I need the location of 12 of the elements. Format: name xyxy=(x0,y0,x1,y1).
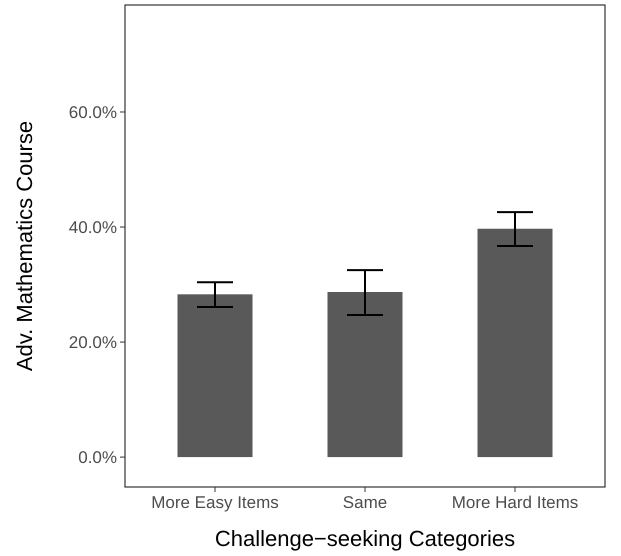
x-tick-label: More Hard Items xyxy=(452,493,578,512)
bar xyxy=(328,292,402,458)
x-tick-label: More Easy Items xyxy=(151,493,279,512)
y-tick-label: 60.0% xyxy=(68,102,117,122)
x-tick-label: Same xyxy=(342,493,388,512)
y-tick-label: 0.0% xyxy=(78,448,117,468)
bar xyxy=(178,294,252,458)
bar xyxy=(478,228,552,458)
x-axis-title: Challenge−seeking Categories xyxy=(214,526,516,551)
y-tick-label: 20.0% xyxy=(68,333,117,352)
y-axis-title: Adv. Mathematics Course xyxy=(12,120,37,372)
y-tick-label: 40.0% xyxy=(68,218,117,237)
